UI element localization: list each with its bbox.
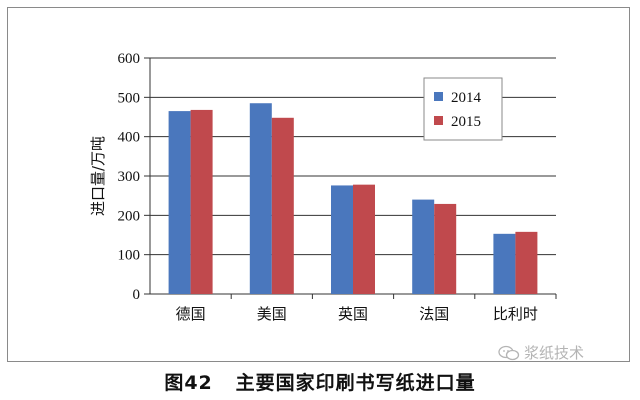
bar-2014-德国 (168, 111, 191, 294)
bars (168, 103, 538, 294)
bar-2014-比利时 (493, 233, 516, 294)
legend-box (423, 77, 503, 141)
y-tick-label-100: 100 (118, 248, 141, 264)
tick-labels: 0 100 200 300 400 500 600 德国 美国 英国 法国 比利时 (118, 51, 538, 323)
y-tick-label-200: 200 (118, 208, 141, 224)
x-tick-label-3: 法国 (419, 305, 449, 323)
figure-number: 图42 (164, 372, 213, 394)
legend: 2014 2015 (423, 77, 503, 141)
y-tick-label-600: 600 (118, 51, 141, 67)
figure-title: 主要国家印刷书写纸进口量 (235, 372, 476, 394)
grid-lines (150, 57, 556, 256)
y-tick-label-0: 0 (133, 287, 141, 303)
legend-swatch-2015 (434, 116, 443, 125)
bar-2014-美国 (249, 103, 272, 294)
bar-2015-英国 (353, 184, 375, 294)
y-tick-label-500: 500 (118, 90, 141, 106)
bar-2014-英国 (331, 185, 353, 294)
legend-swatch-2014 (434, 92, 443, 101)
y-tick-label-300: 300 (118, 169, 141, 185)
bar-2015-德国 (190, 109, 213, 294)
bar-2014-法国 (412, 199, 435, 294)
figure-caption: 图42 主要国家印刷书写纸进口量 (0, 368, 640, 395)
wechat-icon (498, 345, 520, 360)
chart-frame (7, 7, 630, 362)
x-tick-label-4: 比利时 (493, 305, 538, 323)
bar-2015-法国 (434, 203, 457, 294)
bar-2015-比利时 (515, 231, 538, 294)
legend-label-2015: 2015 (451, 114, 481, 130)
x-tick-label-0: 德国 (176, 305, 206, 323)
watermark-text: 浆纸技术 (524, 344, 585, 362)
y-axis-label: 进口量/万吨 (89, 136, 107, 216)
watermark: 浆纸技术 (498, 342, 584, 363)
legend-label-2014: 2014 (451, 90, 482, 106)
bar-2015-美国 (271, 117, 294, 294)
y-tick-label-400: 400 (118, 130, 141, 146)
x-tick-label-1: 美国 (257, 305, 287, 323)
x-tick-label-2: 英国 (338, 305, 368, 323)
